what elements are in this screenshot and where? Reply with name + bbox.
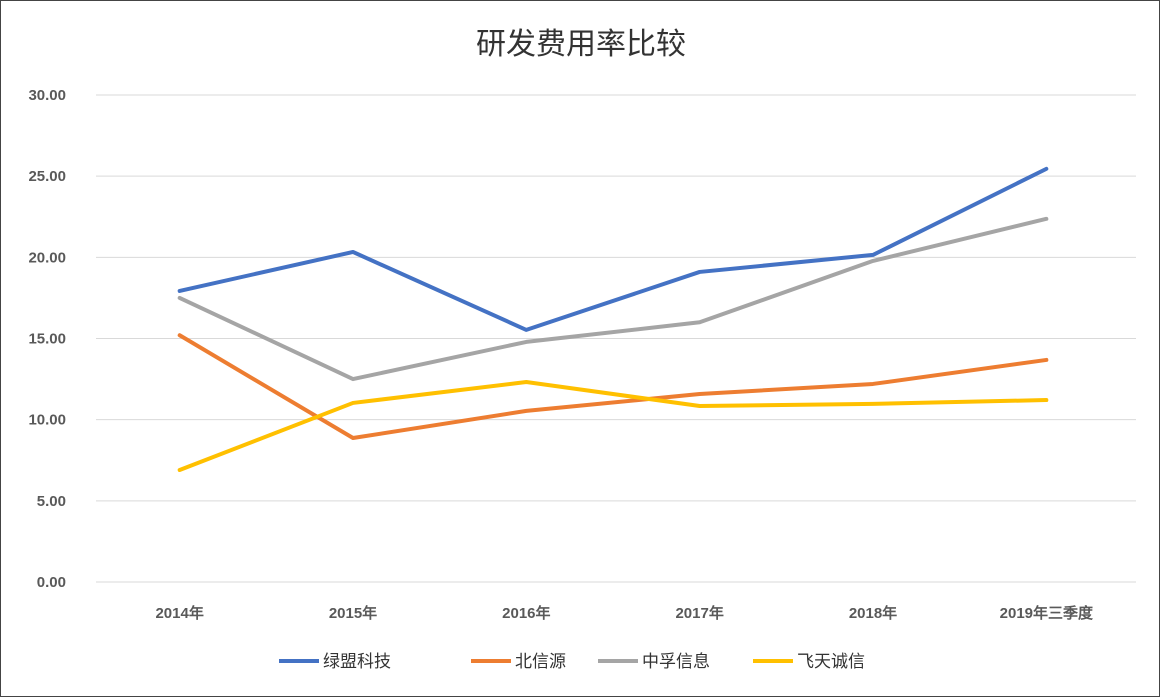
legend-label: 中孚信息 [642, 652, 710, 672]
legend-label: 北信源 [515, 652, 566, 672]
series-line-中孚信息 [177, 216, 1049, 382]
y-axis-ticks: 0.00 5.00 10.00 15.00 20.00 25.00 30.00 [28, 87, 66, 591]
x-tick-label: 2019年三季度 [1000, 604, 1094, 622]
x-tick-label: 2018年 [849, 604, 897, 622]
x-tick-label: 2016年 [502, 604, 550, 622]
y-tick-label: 5.00 [37, 493, 66, 510]
legend-label: 飞天诚信 [797, 652, 865, 672]
legend: 绿盟科技 北信源 中孚信息 飞天诚信 [279, 652, 865, 672]
series-lines [177, 166, 1049, 472]
legend-item: 飞天诚信 [753, 652, 865, 672]
series-line-飞天诚信 [177, 380, 1049, 472]
legend-label: 绿盟科技 [323, 652, 391, 672]
y-tick-label: 10.00 [28, 412, 66, 429]
y-tick-label: 20.00 [28, 249, 66, 266]
y-tick-label: 0.00 [37, 574, 66, 591]
chart-title: 研发费用率比较 [476, 27, 686, 62]
legend-item: 绿盟科技 [279, 652, 391, 672]
legend-item: 北信源 [471, 652, 566, 672]
x-axis-ticks: 2014年 2015年 2016年 2017年 2018年 2019年三季度 [155, 604, 1094, 622]
gridlines [96, 94, 1136, 583]
x-tick-label: 2015年 [329, 604, 377, 622]
series-line-绿盟科技 [177, 166, 1049, 332]
legend-item: 中孚信息 [598, 652, 710, 672]
y-tick-label: 25.00 [28, 168, 66, 185]
y-tick-label: 30.00 [28, 87, 66, 104]
series-line-北信源 [177, 333, 1049, 441]
x-tick-label: 2014年 [155, 604, 203, 622]
x-tick-label: 2017年 [675, 604, 723, 622]
y-tick-label: 15.00 [28, 331, 66, 348]
